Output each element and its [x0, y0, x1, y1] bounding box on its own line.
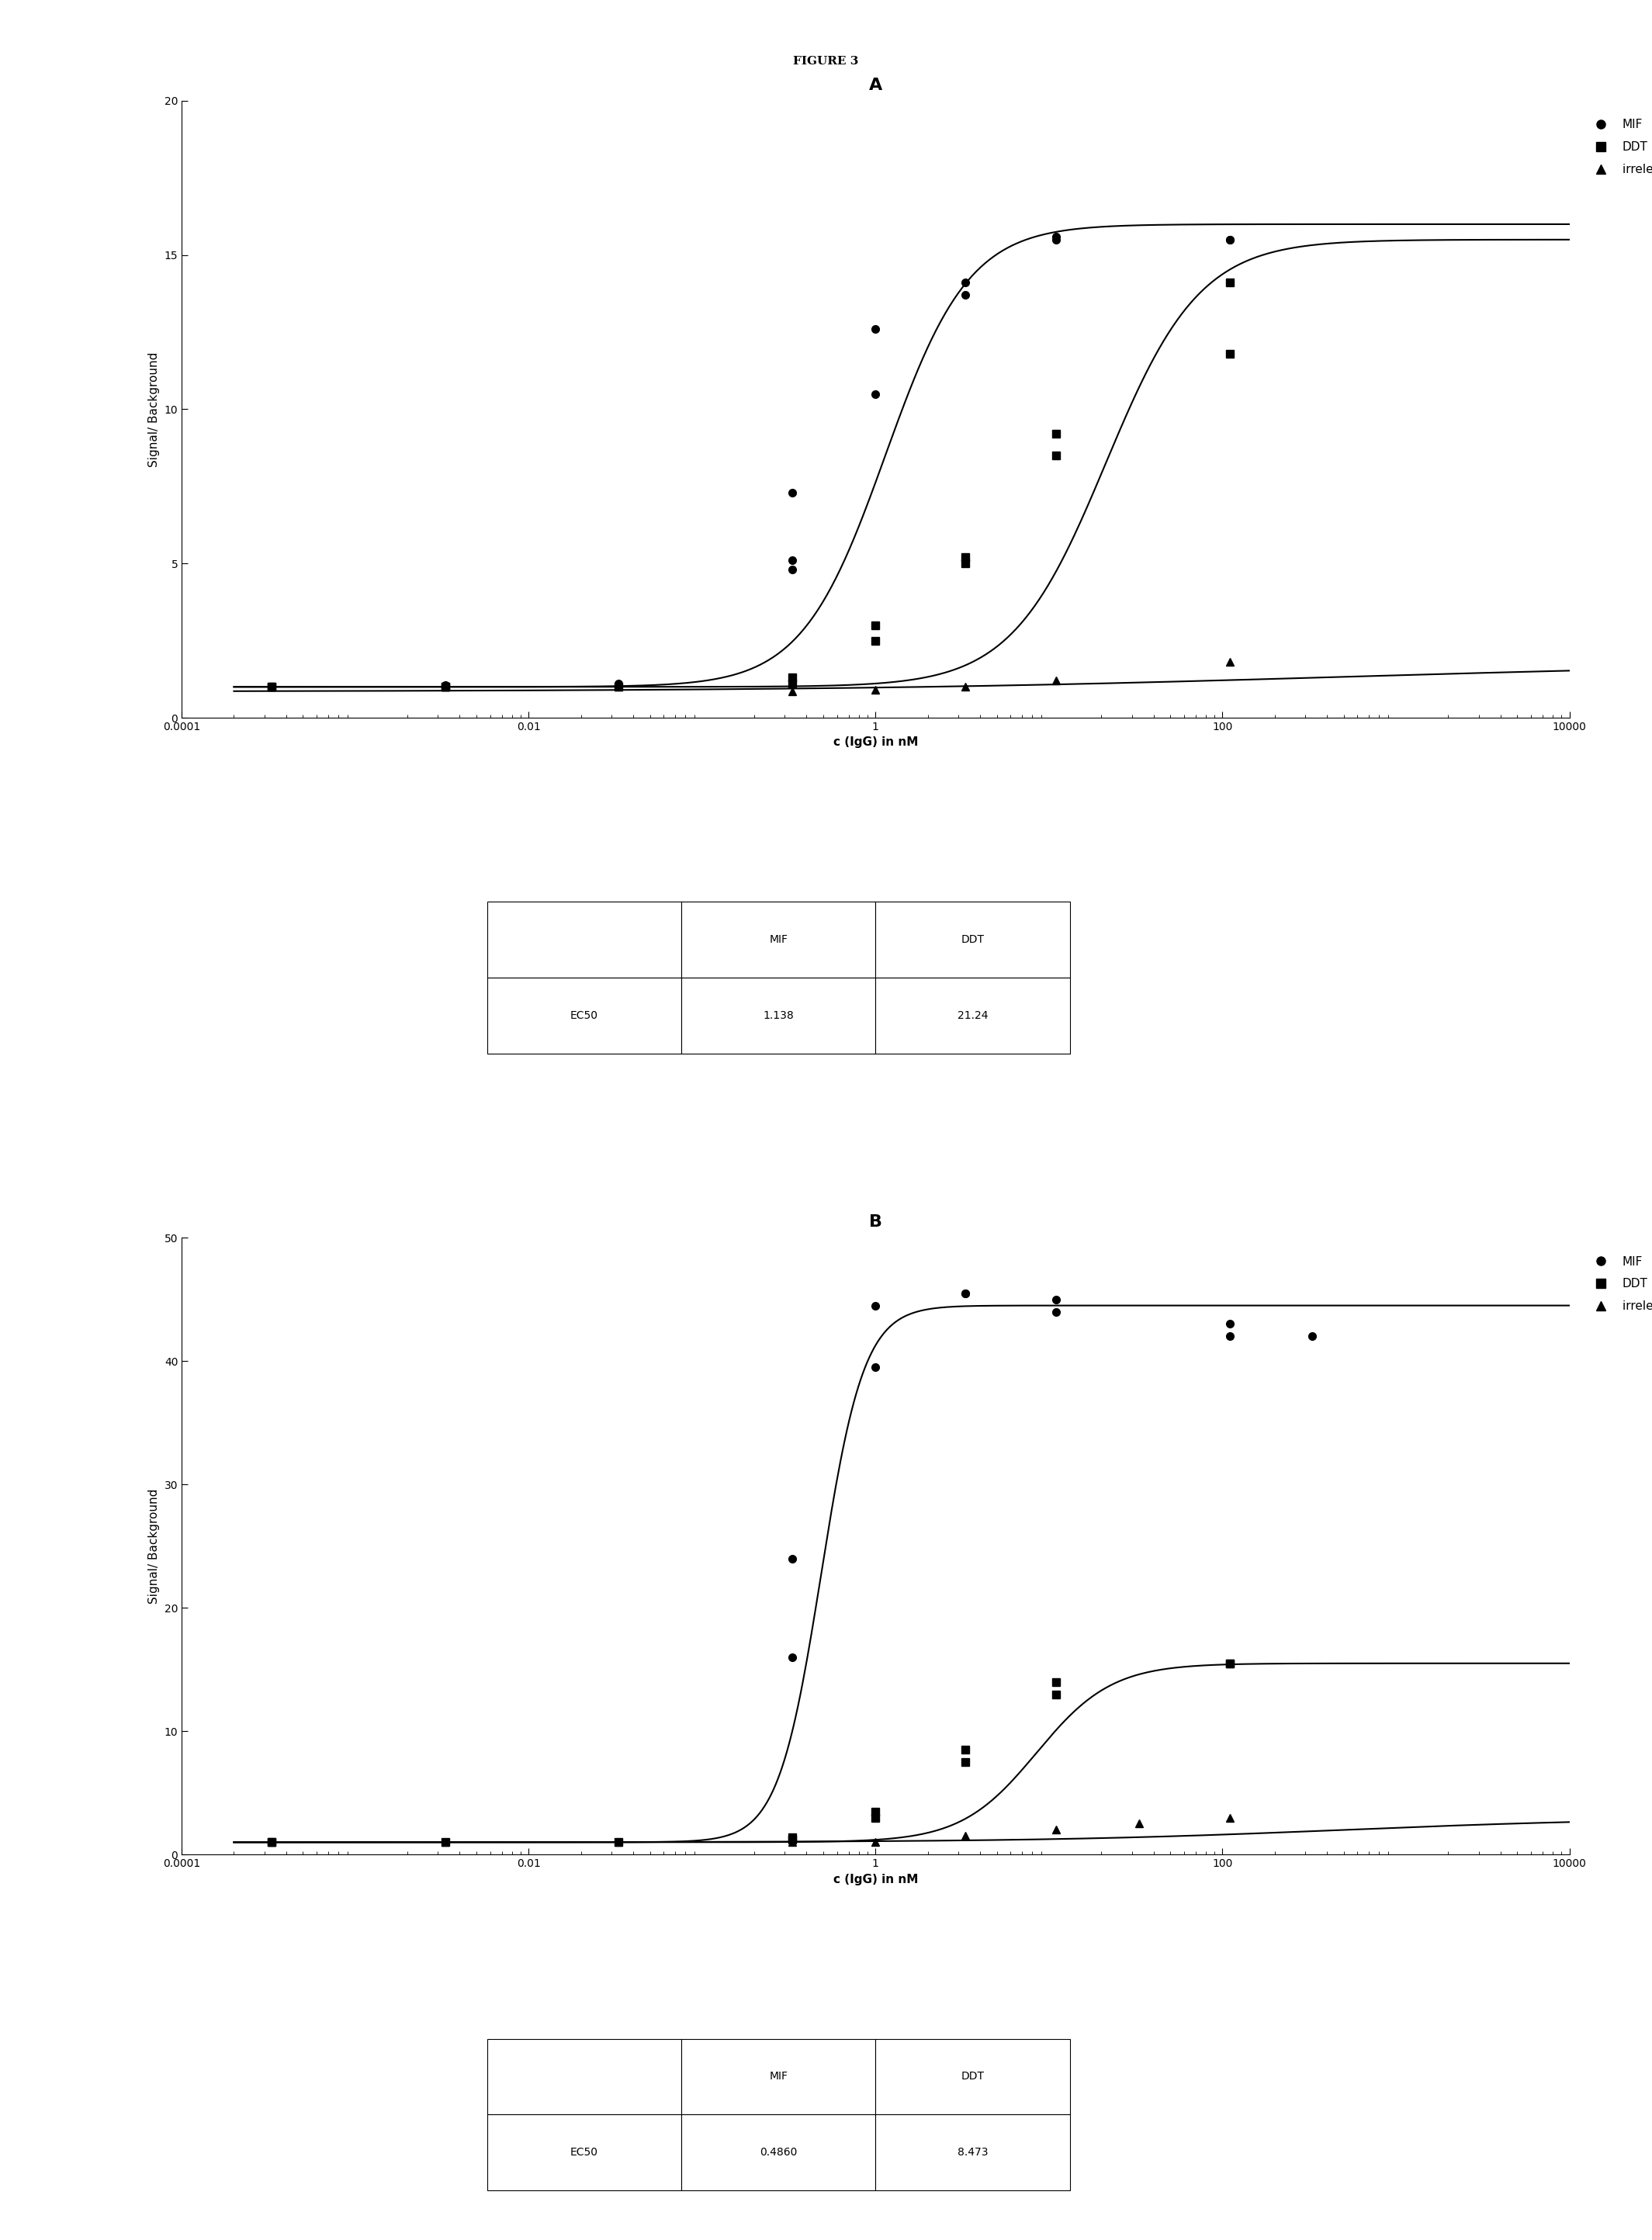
Text: FIGURE 3: FIGURE 3	[793, 56, 859, 67]
X-axis label: c (IgG) in nM: c (IgG) in nM	[833, 1873, 919, 1886]
X-axis label: c (IgG) in nM: c (IgG) in nM	[833, 737, 919, 748]
Y-axis label: Signal/ Background: Signal/ Background	[149, 352, 160, 466]
Y-axis label: Signal/ Background: Signal/ Background	[149, 1490, 160, 1604]
Title: A: A	[869, 78, 882, 94]
Legend: MIF, DDT, irrelevant protein: MIF, DDT, irrelevant protein	[1589, 119, 1652, 175]
Legend: MIF, DDT, irrelevant protein: MIF, DDT, irrelevant protein	[1589, 1257, 1652, 1313]
Title: B: B	[869, 1214, 882, 1230]
